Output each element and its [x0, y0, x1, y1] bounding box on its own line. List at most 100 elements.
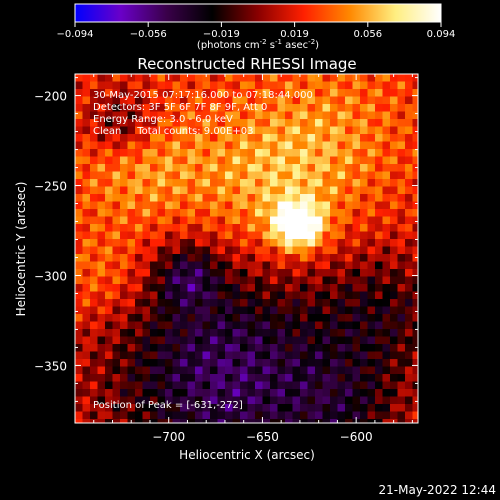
heatmap-pixel [142, 411, 151, 420]
heatmap-pixel [255, 336, 264, 345]
plot-frame [74, 73, 419, 424]
heatmap-pixel [292, 246, 301, 255]
heatmap-pixel [127, 194, 136, 203]
heatmap-pixel [75, 419, 84, 423]
heatmap-pixel [150, 216, 159, 225]
heatmap-pixel [165, 336, 174, 345]
heatmap-pixel [142, 119, 151, 128]
heatmap-pixel [97, 89, 106, 98]
heatmap-pixel [247, 134, 256, 143]
heatmap-pixel [292, 336, 301, 345]
heatmap-pixel [172, 111, 181, 120]
heatmap-pixel [195, 179, 204, 188]
heatmap-pixel [337, 126, 346, 135]
heatmap-pixel [397, 186, 406, 195]
heatmap-pixel [247, 344, 256, 353]
heatmap-pixel [375, 351, 384, 360]
heatmap-pixel [382, 344, 391, 353]
heatmap-pixel [172, 164, 181, 173]
heatmap-pixel [75, 276, 84, 285]
heatmap-pixel [277, 246, 286, 255]
heatmap-pixel [330, 231, 339, 240]
heatmap-pixel [105, 81, 114, 90]
heatmap-pixel [210, 344, 219, 353]
heatmap-pixel [300, 336, 309, 345]
heatmap-pixel [397, 96, 406, 105]
heatmap-pixel [285, 419, 294, 423]
heatmap-pixel [165, 314, 174, 323]
heatmap-pixel [165, 156, 174, 165]
heatmap-pixel [240, 216, 249, 225]
heatmap-pixel [180, 134, 189, 143]
heatmap-pixel [97, 389, 106, 398]
heatmap-pixel [322, 156, 331, 165]
heatmap-pixel [405, 411, 414, 420]
heatmap-pixel [202, 149, 211, 158]
heatmap-pixel [172, 344, 181, 353]
heatmap-pixel [360, 96, 369, 105]
heatmap-pixel [352, 396, 361, 405]
heatmap-pixel [240, 156, 249, 165]
heatmap-pixel [397, 299, 406, 308]
heatmap-pixel [300, 186, 309, 195]
heatmap-pixel [330, 336, 339, 345]
heatmap-pixel [322, 179, 331, 188]
heatmap-pixel [202, 81, 211, 90]
heatmap-pixel [247, 164, 256, 173]
heatmap-pixel [330, 156, 339, 165]
heatmap-pixel [210, 336, 219, 345]
heatmap-pixel [180, 254, 189, 263]
heatmap-pixel [240, 164, 249, 173]
heatmap-pixel [367, 201, 376, 210]
heatmap-pixel [277, 284, 286, 293]
heatmap-pixel [165, 374, 174, 383]
heatmap-pixel [345, 276, 354, 285]
colorbar-tick-label: −0.019 [203, 29, 240, 40]
heatmap-pixel [135, 239, 144, 248]
heatmap-pixel [75, 291, 84, 300]
heatmap-pixel [247, 246, 256, 255]
heatmap-pixel [172, 239, 181, 248]
heatmap-pixel [345, 344, 354, 353]
heatmap-pixel [150, 284, 159, 293]
heatmap-pixel [285, 156, 294, 165]
heatmap-pixel [382, 411, 391, 420]
heatmap-pixel [322, 344, 331, 353]
heatmap-pixel [202, 284, 211, 293]
heatmap-pixel [127, 104, 136, 113]
heatmap-pixel [225, 209, 234, 218]
heatmap-pixel [382, 104, 391, 113]
heatmap-pixel [307, 291, 316, 300]
heatmap-pixel [255, 411, 264, 420]
heatmap-pixel [292, 239, 301, 248]
heatmap-pixel [322, 104, 331, 113]
heatmap-pixel [112, 89, 121, 98]
heatmap-pixel [300, 171, 309, 180]
heatmap-pixel [142, 134, 151, 143]
heatmap-pixel [330, 404, 339, 413]
heatmap-pixel [90, 254, 99, 263]
heatmap-pixel [292, 351, 301, 360]
heatmap-pixel [202, 389, 211, 398]
heatmap-pixel [187, 374, 196, 383]
heatmap-pixel [135, 179, 144, 188]
heatmap-pixel [82, 299, 91, 308]
heatmap-pixel [300, 89, 309, 98]
heatmap-pixel [367, 186, 376, 195]
heatmap-pixel [315, 201, 324, 210]
heatmap-pixel [127, 299, 136, 308]
heatmap-pixel [232, 96, 241, 105]
heatmap-pixel [240, 119, 249, 128]
heatmap-pixel [397, 389, 406, 398]
heatmap-pixel [390, 186, 399, 195]
heatmap-pixel [255, 419, 264, 423]
heatmap-pixel [352, 284, 361, 293]
heatmap-pixel [217, 141, 226, 150]
heatmap-pixel [270, 231, 279, 240]
heatmap-pixel [397, 194, 406, 203]
heatmap-pixel [360, 329, 369, 338]
heatmap-pixel [165, 359, 174, 368]
heatmap-pixel [135, 419, 144, 423]
heatmap-pixel [262, 119, 271, 128]
heatmap-pixel [172, 396, 181, 405]
